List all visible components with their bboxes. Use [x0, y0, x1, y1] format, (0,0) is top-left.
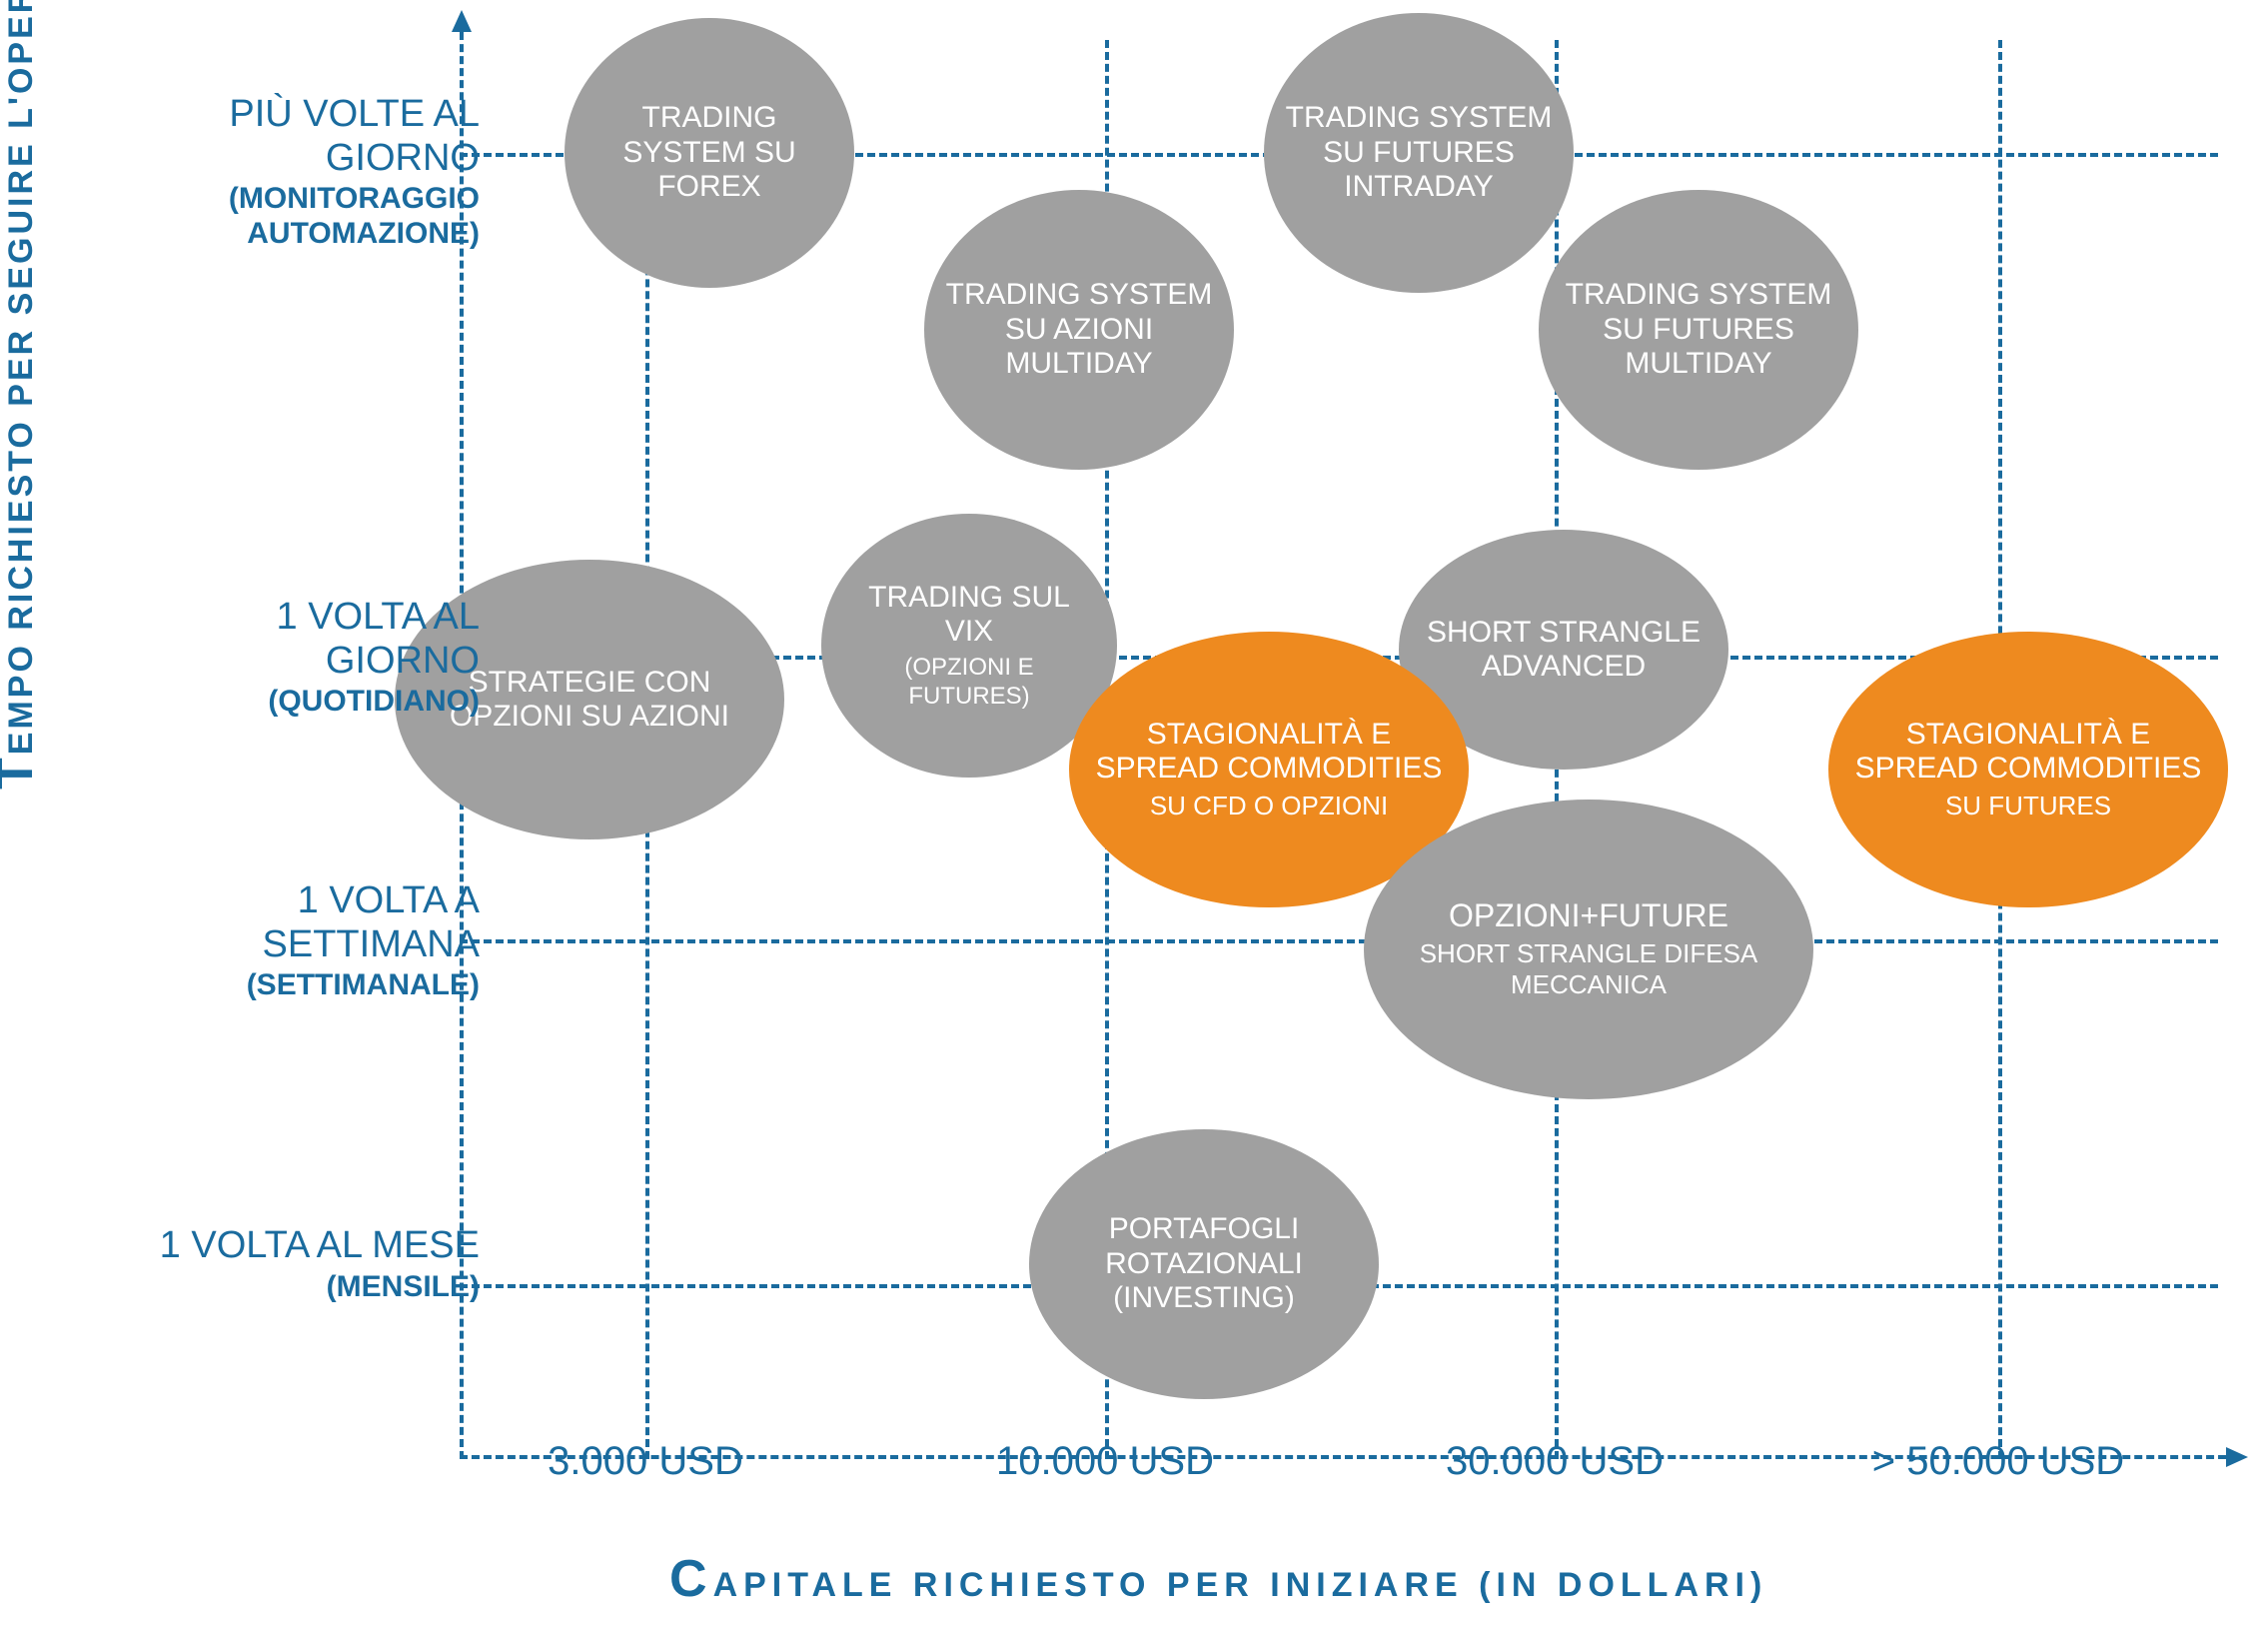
- bubble: PORTAFOGLI ROTAZIONALI (INVESTING): [1029, 1129, 1379, 1399]
- bubble-main-label: SHORT STRANGLE ADVANCED: [1419, 616, 1708, 685]
- y-axis-title-text: EMPO RICHIESTO PER SEGUIRE L'OPERATIVITÀ: [2, 0, 40, 755]
- bubble-main-label: TRADING SYSTEM SU FOREX: [584, 101, 834, 205]
- x-tick-label: 3.000 USD: [548, 1439, 743, 1484]
- y-tick-sub: (MONITORAGGIO AUTOMAZIONE): [140, 182, 480, 251]
- bubble-main-label: TRADING SUL VIX: [841, 581, 1097, 650]
- bubble-main-label: TRADING SYSTEM SU FUTURES MULTIDAY: [1559, 278, 1838, 382]
- bubble-sub-label: SU FUTURES: [1945, 791, 2111, 821]
- arrow-right-icon: [2226, 1447, 2248, 1467]
- y-tick-sub: (SETTIMANALE): [140, 968, 480, 1003]
- y-tick-label: PIÙ VOLTE AL GIORNO(MONITORAGGIO AUTOMAZ…: [140, 93, 480, 251]
- y-tick-label: 1 VOLTA AL GIORNO(QUOTIDIANO): [140, 596, 480, 720]
- bubble-main-label: STAGIONALITÀ E SPREAD COMMODITIES: [1848, 718, 2208, 787]
- y-axis-title: TEMPO RICHIESTO PER SEGUIRE L'OPERATIVIT…: [0, 0, 45, 790]
- bubble: TRADING SYSTEM SU FUTURES MULTIDAY: [1539, 190, 1858, 470]
- bubble-main-label: TRADING SYSTEM SU FUTURES INTRADAY: [1284, 101, 1554, 205]
- bubble-sub-label: (OPZIONI E FUTURES): [841, 654, 1097, 712]
- y-tick-label: 1 VOLTA A SETTIMANA(SETTIMANALE): [140, 879, 480, 1003]
- bubble-main-label: TRADING SYSTEM SU AZIONI MULTIDAY: [944, 278, 1214, 382]
- y-tick-main: 1 VOLTA AL MESE: [140, 1224, 480, 1268]
- bubble-chart: TEMPO RICHIESTO PER SEGUIRE L'OPERATIVIT…: [0, 0, 2268, 1633]
- bubble-sub-label: SHORT STRANGLE DIFESA MECCANICA: [1384, 938, 1793, 1000]
- bubble: TRADING SYSTEM SU FUTURES INTRADAY: [1264, 13, 1574, 293]
- y-tick-main: 1 VOLTA A SETTIMANA: [140, 879, 480, 966]
- plot-area: TRADING SYSTEM SU FOREX TRADING SYSTEM SU…: [460, 40, 2218, 1459]
- y-tick-label: 1 VOLTA AL MESE(MENSILE): [140, 1224, 480, 1304]
- x-tick-label: 10.000 USD: [996, 1439, 1214, 1484]
- y-tick-main: 1 VOLTA AL GIORNO: [140, 596, 480, 683]
- arrow-up-icon: [452, 10, 472, 32]
- x-tick-label: 30.000 USD: [1446, 1439, 1664, 1484]
- x-axis-title: CAPITALE RICHIESTO PER INIZIARE (IN DOLL…: [669, 1549, 1767, 1609]
- bubble-main-label: OPZIONI+FUTURE: [1449, 897, 1728, 934]
- grid-line-h: [460, 939, 2218, 943]
- y-tick-sub: (QUOTIDIANO): [140, 685, 480, 720]
- x-tick-label: > 50.000 USD: [1872, 1439, 2124, 1484]
- bubble: TRADING SYSTEM SU AZIONI MULTIDAY: [924, 190, 1234, 470]
- y-tick-sub: (MENSILE): [140, 1270, 480, 1305]
- bubble-main-label: STAGIONALITÀ E SPREAD COMMODITIES: [1089, 718, 1449, 787]
- bubble: OPZIONI+FUTURE SHORT STRANGLE DIFESA MECC…: [1364, 800, 1813, 1099]
- bubble: TRADING SYSTEM SU FOREX: [565, 18, 854, 288]
- bubble: STAGIONALITÀ E SPREAD COMMODITIES SU FUTU…: [1828, 632, 2228, 907]
- bubble: TRADING SUL VIX(OPZIONI E FUTURES): [821, 514, 1117, 778]
- y-tick-main: PIÙ VOLTE AL GIORNO: [140, 93, 480, 180]
- bubble-sub-label: SU CFD O OPZIONI: [1150, 791, 1388, 821]
- bubble-main-label: PORTAFOGLI ROTAZIONALI (INVESTING): [1049, 1212, 1359, 1316]
- x-axis-title-text: APITALE RICHIESTO PER INIZIARE (IN DOLLA…: [713, 1566, 1768, 1604]
